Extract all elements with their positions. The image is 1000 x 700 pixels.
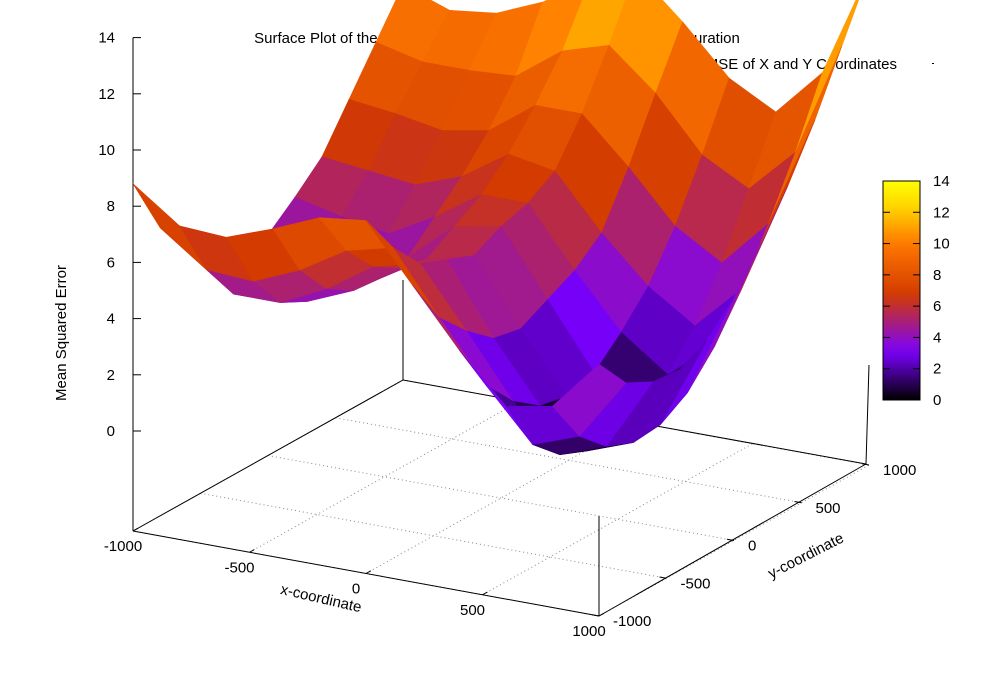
colorbar-gradient [882,180,921,401]
colorbar-tick-label: 6 [933,298,941,315]
colorbar-tick-label: 0 [933,392,941,409]
x-tick-mark [598,612,605,617]
x-tick-label: -1000 [104,538,142,555]
colorbar-ticks: 0 2 4 6 8 10 12 14 [883,173,950,409]
x-tick-label: -500 [224,559,254,576]
y-grid-line [267,455,735,541]
z-tick-label: 0 [107,423,115,440]
colorbar-tick-label: 8 [933,267,941,284]
y-tick-label: -1000 [613,613,651,630]
y-tick-mark [591,614,600,617]
y-tick-mark [659,576,667,579]
y-tick-mark [794,500,802,504]
surface-layer [132,0,859,456]
x-axis-label: x-coordinate [279,581,363,616]
colorbar-tick-label: 2 [933,361,941,378]
colorbar-tick-label: 14 [933,173,950,190]
x-tick-mark [365,570,372,574]
colorbar: 0 2 4 6 8 10 12 14 [882,173,950,409]
y-tick-mark [726,538,735,541]
x-grid-line [249,400,520,553]
colorbar-tick-label: 12 [933,204,950,221]
y-tick-label: 1000 [883,462,916,479]
surface-patch [132,183,207,271]
z-axis-label: Mean Squared Error [53,265,70,401]
z-tick-label: 6 [107,254,115,271]
y-tick-label: -500 [681,575,711,592]
tick-labels-layer: 0 2 4 6 8 10 12 14 -1000 -500 0 500 1000 -1000 -500 0 50… [98,30,916,640]
x-tick-label: 500 [460,602,485,619]
x-tick-mark [482,591,488,596]
grid-layer [132,379,870,617]
z-tick-label: 8 [107,198,115,215]
z-tick-label: 2 [107,367,115,384]
right-vertical-edge [865,364,870,465]
x-tick-mark [132,527,139,532]
y-grid-line [200,492,667,579]
left-base-edge [132,379,404,532]
y-tick-label: 0 [748,538,756,555]
y-tick-label: 500 [816,500,841,517]
surface-patch [551,363,627,437]
z-tick-label: 14 [98,30,115,47]
x-grid-line [482,443,753,596]
y-tick-mark [861,463,870,466]
x-tick-label: 1000 [572,623,605,640]
colorbar-tick-label: 4 [933,329,941,346]
z-tick-label: 12 [98,86,115,103]
z-tick-label: 10 [98,142,115,159]
y-axis-label: y-coordinate [765,530,846,583]
colorbar-tick-label: 10 [933,236,950,253]
x-tick-mark [249,549,255,553]
x-tick-label: 0 [352,581,360,598]
y-grid-line [335,417,802,504]
z-tick-label: 4 [107,311,115,328]
legend-label: MSE of X and Y Coordinates [706,56,897,73]
